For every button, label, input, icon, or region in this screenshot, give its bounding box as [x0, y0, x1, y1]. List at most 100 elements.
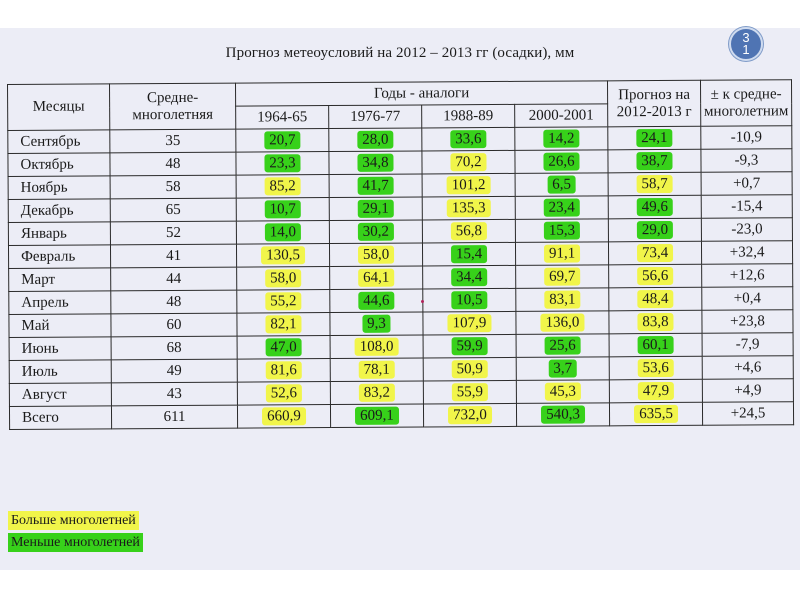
- forecast-value: 24,1: [636, 128, 673, 148]
- analog-year-cell: 58,0: [329, 242, 423, 267]
- analog-year-value: 82,1: [265, 315, 302, 334]
- deviation-cell: +24,5: [702, 401, 794, 426]
- forecast-cell: 53,6: [609, 356, 703, 380]
- forecast-cell: 58,7: [608, 172, 702, 196]
- analog-year-value: 58,0: [265, 269, 302, 288]
- analog-year-cell: 14,2: [514, 126, 608, 151]
- legend-less-than-average: Меньше многолетней: [8, 533, 143, 552]
- deviation-cell: -9,3: [700, 148, 793, 173]
- analog-year-cell: 15,3: [515, 218, 609, 243]
- analog-year-cell: 10,7: [236, 197, 330, 222]
- analog-year-value: 59,9: [451, 337, 488, 356]
- analog-year-cell: 25,6: [516, 333, 610, 358]
- month-cell: Всего: [9, 405, 112, 430]
- analog-year-cell: 14,0: [236, 220, 330, 245]
- analog-year-cell: 26,6: [514, 149, 609, 174]
- analog-year-cell: 70,2: [421, 150, 516, 174]
- average-cell: 48: [109, 152, 237, 176]
- forecast-cell: 47,9: [609, 379, 703, 403]
- analog-year-cell: 15,4: [422, 242, 516, 266]
- header-deviation: ± к средне- многолетним: [700, 79, 792, 127]
- analog-year-cell: 732,0: [423, 403, 517, 427]
- table-row: Всего 611 660,9 609,1 732,0 540,3 635,5 +24,5: [9, 401, 794, 430]
- analog-year-cell: 69,7: [515, 264, 609, 289]
- analog-year-value: 50,9: [451, 360, 488, 379]
- header-year-2000-2001: 2000-2001: [514, 103, 608, 128]
- analog-year-cell: 540,3: [516, 402, 610, 427]
- month-cell: Октябрь: [7, 152, 111, 177]
- analog-year-value: 28,0: [357, 130, 394, 149]
- forecast-value: 49,6: [636, 197, 673, 217]
- month-cell: Декабрь: [8, 198, 111, 223]
- analog-year-cell: 83,2: [330, 380, 424, 405]
- analog-year-value: 44,6: [358, 291, 395, 310]
- analog-year-value: 26,6: [543, 152, 580, 171]
- analog-year-value: 540,3: [541, 405, 585, 424]
- analog-year-cell: 52,6: [237, 381, 331, 406]
- analog-year-cell: 660,9: [237, 404, 331, 429]
- analog-year-value: 30,2: [357, 222, 395, 241]
- month-cell: Май: [8, 313, 112, 338]
- forecast-value: 83,8: [637, 312, 674, 332]
- analog-year-cell: 44,6: [329, 288, 423, 313]
- deviation-cell: -23,0: [701, 217, 793, 242]
- analog-year-cell: 10,5: [422, 288, 516, 312]
- analog-year-value: 15,3: [543, 221, 581, 240]
- precipitation-table: Месяцы Средне- многолетняя Годы - аналог…: [7, 79, 794, 430]
- analog-year-cell: 130,5: [236, 243, 330, 268]
- deviation-cell: +0,4: [701, 286, 793, 311]
- forecast-value: 47,9: [637, 381, 675, 401]
- average-cell: 49: [111, 359, 238, 383]
- analog-year-cell: 58,0: [236, 266, 330, 291]
- analog-year-cell: 9,3: [329, 311, 424, 336]
- analog-year-value: 15,4: [450, 245, 488, 264]
- analog-year-value: 85,2: [264, 177, 301, 196]
- forecast-cell: 60,1: [609, 333, 703, 357]
- analog-year-value: 3,7: [548, 359, 578, 378]
- analog-year-cell: 47,0: [237, 335, 331, 360]
- forecast-value: 53,6: [637, 358, 674, 378]
- analog-year-cell: 41,7: [329, 173, 423, 198]
- analog-year-value: 107,9: [447, 314, 492, 333]
- forecast-cell: 83,8: [608, 310, 703, 334]
- deviation-cell: -7,9: [702, 332, 794, 357]
- month-cell: Ноябрь: [8, 175, 111, 200]
- analog-year-cell: 83,1: [515, 287, 609, 312]
- header-year-1976-77: 1976-77: [328, 104, 422, 129]
- deviation-cell: +4,9: [702, 378, 794, 403]
- forecast-cell: 48,4: [608, 287, 702, 311]
- average-cell: 611: [111, 405, 238, 429]
- month-cell: Январь: [8, 221, 111, 246]
- analog-year-value: 23,4: [543, 198, 580, 217]
- header-forecast: Прогноз на 2012-2013 г: [607, 80, 701, 127]
- analog-year-cell: 101,2: [422, 173, 516, 197]
- analog-year-value: 70,2: [450, 153, 487, 172]
- analog-year-value: 136,0: [540, 313, 585, 332]
- analog-year-value: 69,7: [544, 267, 581, 286]
- analog-year-value: 25,6: [544, 336, 581, 355]
- analog-year-value: 6,5: [547, 175, 577, 194]
- forecast-value: 38,7: [636, 151, 673, 171]
- forecast-cell: 56,6: [608, 264, 702, 288]
- analog-year-cell: 23,4: [515, 195, 609, 220]
- forecast-value: 48,4: [637, 289, 674, 309]
- analog-year-cell: 28,0: [328, 127, 422, 152]
- analog-year-value: 55,2: [265, 292, 302, 311]
- analog-year-cell: 78,1: [330, 357, 424, 382]
- ink-dot: [421, 300, 424, 303]
- analog-year-value: 34,4: [451, 268, 488, 287]
- analog-year-value: 135,3: [446, 199, 491, 218]
- analog-year-value: 609,1: [355, 406, 399, 425]
- analog-year-value: 55,9: [451, 383, 489, 402]
- forecast-value: 635,5: [634, 404, 678, 424]
- slide-number-badge: 3 1: [729, 27, 763, 61]
- average-cell: 48: [110, 290, 237, 314]
- analog-year-cell: 609,1: [330, 403, 424, 428]
- analog-year-cell: 55,9: [423, 380, 517, 404]
- forecast-value: 58,7: [636, 174, 673, 194]
- forecast-cell: 49,6: [608, 195, 702, 219]
- analog-year-cell: 34,8: [328, 150, 423, 175]
- analog-year-value: 101,2: [446, 176, 491, 195]
- analog-year-value: 14,2: [543, 129, 580, 148]
- month-cell: Февраль: [8, 244, 111, 269]
